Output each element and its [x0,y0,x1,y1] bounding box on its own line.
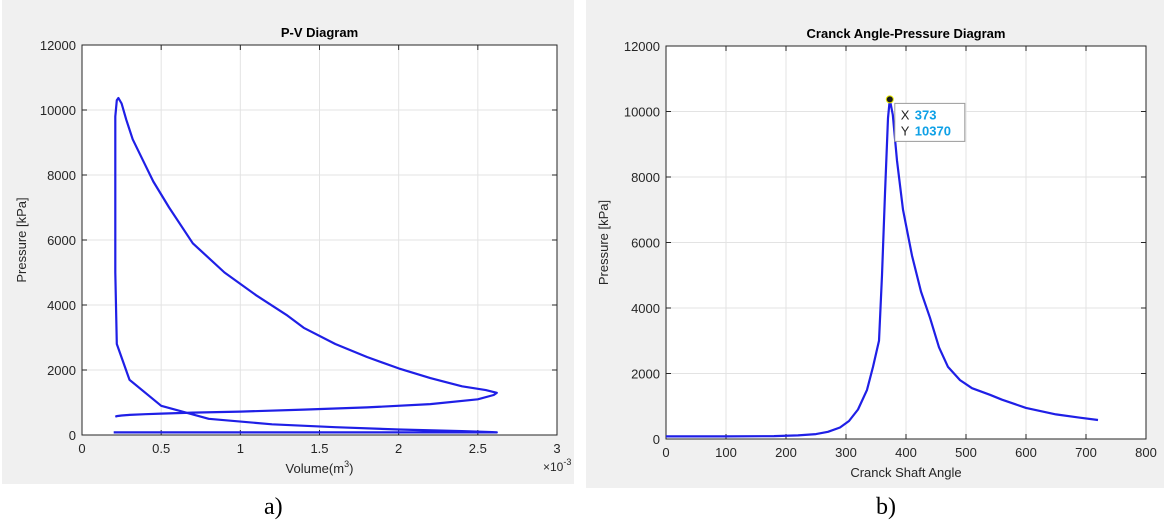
datatip-marker [885,95,894,104]
x-tick-label: 0 [662,445,669,460]
y-tick-label: 2000 [631,367,660,382]
x-tick-label: 600 [1015,445,1037,460]
y-tick-label: 4000 [47,298,76,313]
x-tick-label: 2.5 [469,441,487,456]
chart-title: P-V Diagram [281,25,358,40]
x-tick-label: 1 [237,441,244,456]
y-axis-label: Pressure [kPa] [14,197,29,282]
datatip-box [894,102,966,142]
y-tick-label: 6000 [47,233,76,248]
y-tick-label: 10000 [624,105,660,120]
datatip-y-value: 10370 [915,123,951,138]
datatip-x-value: 373 [915,107,937,122]
series-line [666,98,1099,438]
x-tick-label: 400 [895,445,917,460]
series-line [113,96,498,434]
x-tick-label: 500 [955,445,977,460]
x-tick-label: 0.5 [152,441,170,456]
x-tick-label: 800 [1135,445,1157,460]
caption-a: a) [264,494,283,520]
x-tick-label: 1.5 [310,441,328,456]
y-axis-label: Pressure [kPa] [596,200,611,285]
x-exponent-label: ×10-3 [543,457,571,474]
crank-angle-pressure-chart: 0 100 200 300 400 500 600 700 800020004000600080… [596,26,1157,480]
y-tick-label: 6000 [631,236,660,251]
x-tick-label: 2 [395,441,402,456]
caption-b: b) [876,494,896,520]
y-tick-label: 10000 [40,103,76,118]
y-tick-label: 0 [69,428,76,443]
x-tick-label: 3 [553,441,560,456]
x-axis-label: Volume(m3) [286,459,354,476]
y-tick-label: 2000 [47,363,76,378]
chart-title: Cranck Angle-Pressure Diagram [807,26,1006,41]
y-tick-label: 12000 [624,39,660,54]
y-tick-label: 8000 [47,168,76,183]
x-tick-label: 0 [78,441,85,456]
x-tick-label: 100 [715,445,737,460]
datatip-y-label: Y [901,123,910,138]
pv-diagram-chart: 0 0.5 1 1.5 2 2.5 3 0 2000 4000 6000 8000 10000 12000… [14,25,571,476]
y-tick-label: 8000 [631,170,660,185]
y-tick-label: 0 [653,432,660,447]
x-tick-label: 300 [835,445,857,460]
pv-diagram-figure: 0 0.5 1 1.5 2 2.5 3 0 2000 4000 6000 8000 10000 12000… [2,0,574,484]
crank-angle-pressure-figure: 0 100 200 300 400 500 600 700 800 0 2000 4000 6000 80… [586,0,1164,488]
x-tick-label: 700 [1075,445,1097,460]
x-axis-label: Cranck Shaft Angle [850,465,961,480]
datatip-x-label: X [901,107,910,122]
y-tick-label: 12000 [40,38,76,53]
y-tick-label: 4000 [631,301,660,316]
x-tick-label: 200 [775,445,797,460]
